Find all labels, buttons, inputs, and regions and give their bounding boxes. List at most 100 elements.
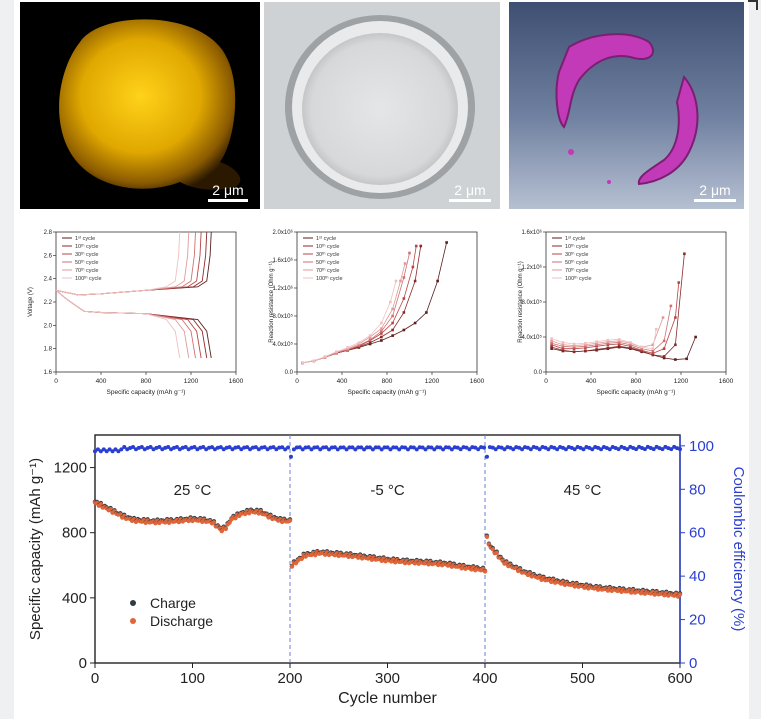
data-point xyxy=(561,347,565,350)
x-tick-label: 200 xyxy=(277,670,302,687)
efficiency-point xyxy=(446,445,451,450)
efficiency-point xyxy=(327,447,331,452)
efficiency-point xyxy=(318,447,323,452)
fluorescence-particle xyxy=(59,19,241,190)
data-point xyxy=(629,341,632,344)
temperature-label: 45 °C xyxy=(564,482,602,499)
efficiency-point xyxy=(122,444,127,449)
data-point xyxy=(391,307,394,311)
legend-label: 50ᵗʰ cycle xyxy=(565,259,589,266)
x-tick-label: 500 xyxy=(570,670,595,687)
efficiency-point xyxy=(449,447,454,452)
y-tick-label: 0.0 xyxy=(285,370,294,376)
y-tick-label: 1.6 xyxy=(44,370,53,376)
data-point xyxy=(572,342,576,346)
efficiency-point xyxy=(321,445,326,450)
efficiency-point xyxy=(429,445,434,450)
efficiency-point xyxy=(350,445,355,450)
efficiency-point xyxy=(417,445,422,450)
y-axis-label: Specific capacity (mAh g⁻¹) xyxy=(27,458,44,640)
series-line xyxy=(551,305,672,352)
discharge-point xyxy=(211,520,217,525)
efficiency-point xyxy=(537,447,542,452)
data-point xyxy=(651,349,655,353)
discharge-curve xyxy=(55,289,181,359)
data-point xyxy=(312,359,316,363)
efficiency-point xyxy=(365,445,370,450)
efficiency-point xyxy=(520,447,525,452)
data-point xyxy=(617,342,621,346)
y-tick-label: 400 xyxy=(62,590,87,607)
x-tick-label: 600 xyxy=(667,670,692,687)
efficiency-point xyxy=(467,447,472,452)
legend-label: 30ᵗʰ cycle xyxy=(316,251,340,258)
data-point xyxy=(550,341,553,345)
efficiency-point xyxy=(113,447,118,452)
data-point xyxy=(629,345,632,348)
efficiency-point xyxy=(291,447,296,452)
efficiency-point xyxy=(391,445,396,450)
data-point xyxy=(380,339,383,342)
efficiency-point xyxy=(192,445,197,450)
data-point xyxy=(584,346,587,350)
x-tick-label: 1600 xyxy=(229,378,244,385)
discharge-point xyxy=(289,564,295,569)
efficiency-point xyxy=(599,447,604,452)
legend-label-discharge: Discharge xyxy=(150,613,213,629)
efficiency-point xyxy=(493,447,498,452)
discharge-point xyxy=(227,520,232,525)
window-corner xyxy=(748,0,758,10)
y2-tick-label: 0 xyxy=(689,655,697,672)
efficiency-point xyxy=(490,445,495,450)
efficiency-point xyxy=(660,447,665,452)
discharge-point xyxy=(494,550,499,556)
efficiency-point xyxy=(625,447,630,452)
efficiency-point xyxy=(344,447,349,452)
data-point xyxy=(674,358,677,361)
y-tick-label: 1.2x10⁶ xyxy=(273,285,294,292)
legend-label: 70ᵗʰ cycle xyxy=(565,267,589,274)
efficiency-point xyxy=(616,447,621,452)
y2-tick-label: 40 xyxy=(689,568,706,585)
efficiency-point xyxy=(362,447,367,452)
efficiency-point xyxy=(444,445,448,450)
efficiency-point xyxy=(385,445,390,450)
x-tick-label: 1600 xyxy=(470,378,485,385)
data-point xyxy=(394,279,398,283)
y2-axis-label: Coulombic efficiency (%) xyxy=(730,467,747,632)
data-point xyxy=(572,350,576,354)
data-point xyxy=(550,339,553,343)
x-tick-label: 100 xyxy=(180,670,205,687)
efficiency-point xyxy=(274,447,279,452)
efficiency-point xyxy=(107,447,112,452)
data-point xyxy=(561,348,565,352)
data-point xyxy=(640,347,643,350)
efficiency-point xyxy=(356,445,361,450)
data-point xyxy=(640,345,643,349)
legend-label: 100ᵗʰ cycle xyxy=(316,275,343,282)
x-axis-label: Specific capacity (mAh g⁻¹) xyxy=(107,389,186,396)
efficiency-point xyxy=(376,445,381,450)
y-tick-label: 1.2x10⁶ xyxy=(522,264,543,271)
efficiency-point xyxy=(227,445,232,450)
efficiency-point xyxy=(218,445,223,450)
resistance-chart-1: 0 400 800 1200 1600 0.0 4.0x10⁵ 8.0x10⁵ 1.2x10⁶ 1… xyxy=(269,229,485,396)
y-tick-label: 1.6x10⁶ xyxy=(522,229,543,236)
efficiency-point xyxy=(253,445,258,450)
efficiency-point xyxy=(306,445,311,450)
efficiency-point xyxy=(441,447,446,452)
y-tick-label: 1.8 xyxy=(44,347,53,353)
y-tick-label: 2.8 xyxy=(44,230,53,236)
efficiency-point xyxy=(353,447,358,452)
data-point xyxy=(380,332,383,335)
data-point xyxy=(595,348,598,351)
legend-label: 50ᵗʰ cycle xyxy=(316,259,340,266)
data-point xyxy=(346,347,349,351)
data-point xyxy=(595,345,598,348)
efficiency-point xyxy=(93,449,97,454)
discharge-point xyxy=(299,556,304,561)
data-point xyxy=(606,338,610,342)
efficiency-point xyxy=(464,445,469,450)
efficiency-point xyxy=(455,445,460,450)
y-tick-label: 0.0 xyxy=(534,370,543,376)
